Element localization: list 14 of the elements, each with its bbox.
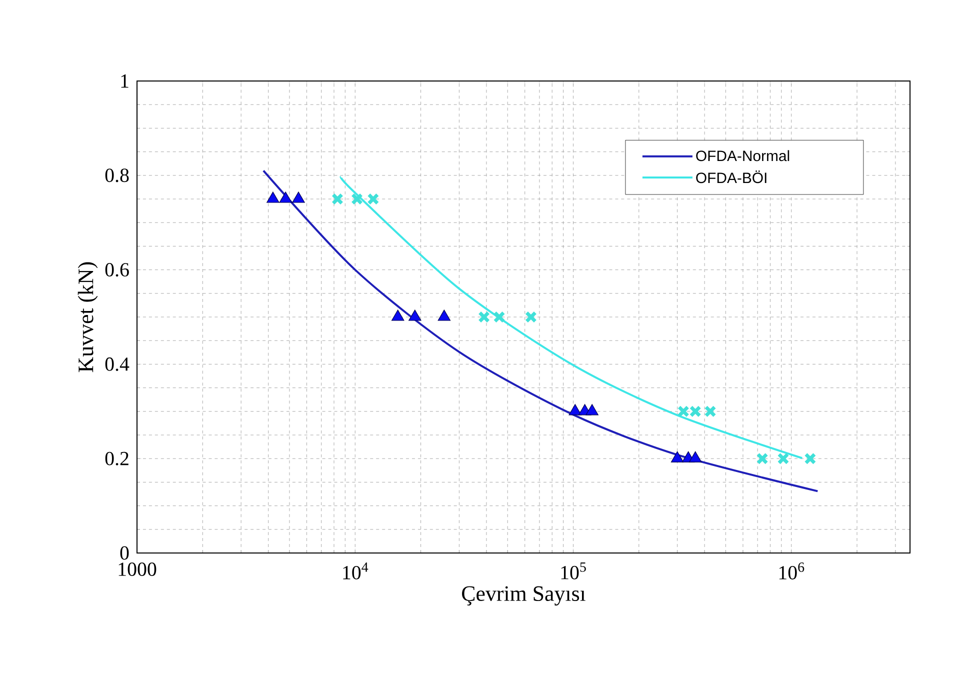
legend-label: OFDA-BÖI xyxy=(696,170,766,184)
x-tick-label: 10$^{6}$ xyxy=(779,562,804,580)
y-tick-label: 0.8 xyxy=(105,168,129,182)
y-tick-label: 0 xyxy=(120,546,129,560)
x-tick-label: 10$^{4}$ xyxy=(343,562,368,580)
y-tick-label: 1 xyxy=(121,74,128,88)
legend-label: OFDA-Normal xyxy=(696,150,790,162)
x-tick-label: 1000 xyxy=(118,562,156,576)
y-tick-label: 0.4 xyxy=(105,357,130,371)
x-tick-label: 10$^{5}$ xyxy=(561,562,586,580)
y-tick-label: 0.2 xyxy=(105,452,128,466)
x-axis-title: Çevrim Sayısı xyxy=(462,586,586,606)
y-axis-title: Kuvvet (kN) xyxy=(78,262,98,372)
y-tick-label: 0.6 xyxy=(105,263,129,277)
